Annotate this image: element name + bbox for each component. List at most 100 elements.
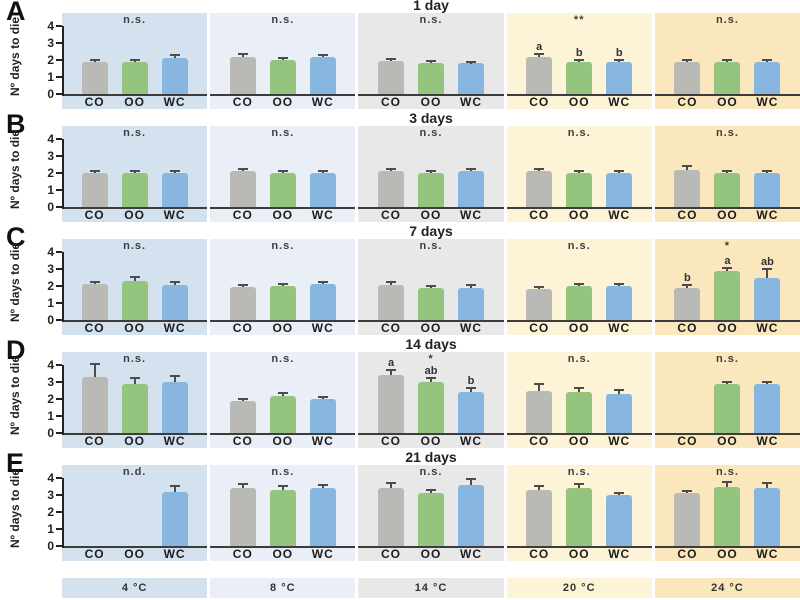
error-bar-stem	[766, 382, 769, 384]
plot-area	[358, 477, 504, 548]
error-bar-cap	[466, 284, 476, 287]
error-bar-stem	[538, 287, 541, 289]
bar-label-co: CO	[84, 321, 105, 335]
bar-labels-row: CO OO WC	[358, 209, 503, 222]
significance-label: n.s.	[271, 14, 295, 26]
bar-oo	[269, 173, 296, 207]
bar-cluster	[210, 478, 355, 546]
bar-cluster	[655, 26, 800, 94]
bar-label-oo: OO	[272, 547, 294, 561]
bar-labels-row: CO OO WC	[655, 96, 800, 109]
bar-labels-row: CO OO WC	[210, 322, 355, 335]
bar-label-co: CO	[677, 547, 698, 561]
y-tick-mark	[56, 319, 62, 321]
error-bar-stem	[766, 269, 769, 278]
bar-cluster	[507, 139, 652, 207]
y-tick-label: 1	[47, 296, 54, 310]
bar-label-oo: OO	[717, 547, 738, 561]
bar-label-oo: OO	[568, 95, 590, 109]
y-tick-label: 2	[47, 392, 54, 406]
bar-labels-row: CO OO WC	[210, 435, 355, 448]
bar-slot-oo	[714, 478, 741, 546]
bar-oo	[269, 60, 296, 94]
y-tick-mark	[56, 42, 62, 44]
bar-slot-oo	[566, 478, 593, 546]
significance-label: n.s.	[567, 353, 591, 365]
bar-oo	[566, 286, 593, 320]
error-bar-stem	[321, 397, 324, 399]
bar-label-oo: OO	[717, 434, 738, 448]
bar-slot-co	[526, 252, 553, 320]
error-bar-stem	[618, 391, 621, 394]
y-tick-mark	[56, 93, 62, 95]
bar-wc	[458, 392, 484, 433]
panel-title: 14 days	[405, 336, 457, 352]
y-tick-label: 4	[47, 471, 54, 485]
temp-group-14c: n.s. CO OO WC	[358, 465, 504, 561]
error-bar-stem	[390, 59, 392, 61]
bar-label-co: CO	[232, 434, 253, 448]
bar-label-co: CO	[529, 95, 550, 109]
error-bar-cap	[466, 386, 476, 389]
error-bar-stem	[390, 169, 392, 172]
temp-group-20c: n.s. CO OO WC	[506, 465, 652, 561]
bar-wc	[606, 173, 633, 207]
bar-label-co: CO	[232, 547, 253, 561]
error-bar-cap	[277, 485, 288, 488]
bar-slot-oo	[269, 478, 296, 546]
bar-cluster	[62, 363, 207, 433]
y-tick-label: 3	[47, 488, 54, 502]
bar-oo	[269, 286, 296, 320]
bar-label-oo: OO	[420, 547, 442, 561]
bar-co	[378, 60, 404, 94]
bar-slot-wc	[161, 26, 188, 94]
plot-area	[62, 363, 208, 435]
error-bar-cap	[237, 284, 248, 286]
error-bar-cap	[534, 285, 545, 288]
significance-label: n.s.	[123, 127, 147, 139]
error-bar-cap	[386, 368, 396, 371]
bar-cluster	[358, 252, 503, 320]
bar-labels-row: CO OO WC	[62, 548, 207, 561]
bar-cluster	[655, 478, 800, 546]
bar-slot-oo	[714, 139, 741, 207]
error-bar-stem	[321, 172, 324, 173]
bar-slot-co	[81, 26, 108, 94]
temp-footer-8c: 8 °C	[210, 578, 356, 598]
y-tick-label: 4	[47, 358, 54, 372]
bar-slot-wc	[309, 365, 336, 433]
temp-group-20c: n.s. CO OO WC	[506, 239, 652, 335]
bar-cluster	[62, 252, 207, 320]
panel-title: 1 day	[413, 0, 449, 13]
temp-group-24c: n.s. CO OO WC	[654, 126, 800, 222]
bar-labels-row: CO OO WC	[655, 548, 800, 561]
bar-label-co: CO	[677, 208, 698, 222]
temp-group-4c: n.s. CO OO WC	[62, 239, 208, 335]
error-bar-stem	[618, 284, 621, 286]
error-bar-cap	[386, 167, 396, 170]
bar-labels-row: CO OO WC	[655, 209, 800, 222]
bar-co	[526, 288, 553, 320]
bar-oo	[121, 61, 148, 94]
error-bar-cap	[574, 282, 585, 285]
error-bar-cap	[534, 484, 545, 487]
y-tick-mark	[56, 189, 62, 191]
error-bar-stem	[538, 54, 541, 57]
temp-group-4c: n.s. CO OO WC	[62, 352, 208, 448]
error-bar-stem	[281, 487, 284, 490]
bar-oo	[418, 493, 444, 546]
bar-slot-co	[674, 478, 701, 546]
y-tick-label: 3	[47, 36, 54, 50]
y-tick-mark	[56, 138, 62, 140]
plot-area	[506, 478, 652, 548]
temp-footer-4c: 4 °C	[62, 578, 208, 598]
bar-slot-co	[229, 478, 256, 546]
bar-slot-co	[526, 365, 553, 433]
y-tick-mark	[56, 25, 62, 27]
bar-slot-wc	[458, 139, 484, 207]
panel-chart-area: 7 days n.s. CO OO WC n.s. CO OO WC n.s. CO OO WC n.s.…	[62, 224, 800, 339]
error-bar-cap	[722, 267, 733, 269]
y-tick-mark	[56, 381, 62, 383]
bar-label-oo: OO	[568, 547, 590, 561]
